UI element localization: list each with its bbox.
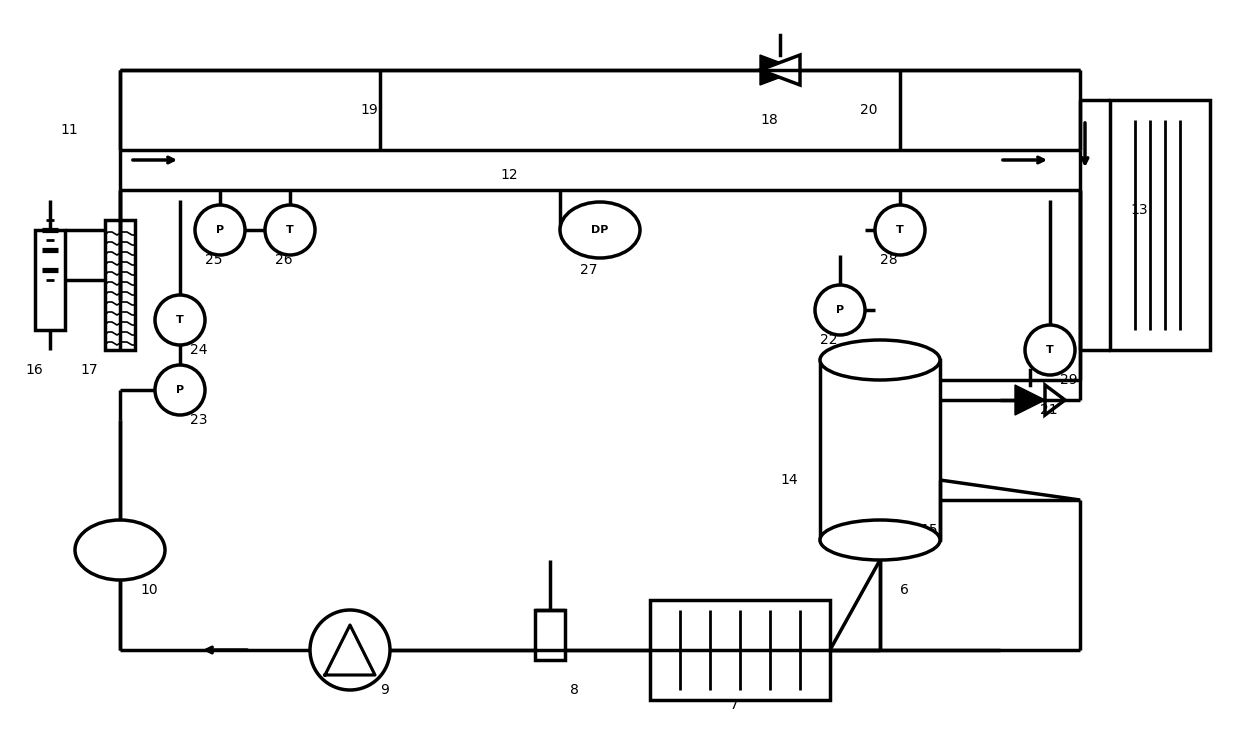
Text: 15: 15 (920, 523, 937, 537)
Polygon shape (91, 530, 150, 570)
Ellipse shape (820, 340, 940, 380)
Text: 19: 19 (360, 103, 378, 117)
Circle shape (1025, 325, 1075, 375)
Text: 13: 13 (1130, 203, 1148, 217)
Text: 27: 27 (580, 263, 598, 277)
Text: 20: 20 (861, 103, 878, 117)
Circle shape (155, 365, 205, 415)
Circle shape (875, 205, 925, 255)
Text: 17: 17 (81, 363, 98, 377)
Text: 9: 9 (379, 683, 389, 697)
Text: 7: 7 (730, 698, 739, 712)
Text: P: P (836, 305, 844, 315)
Text: 22: 22 (820, 333, 837, 347)
Text: 24: 24 (190, 343, 207, 357)
Text: T: T (286, 225, 294, 235)
Bar (534, 610, 565, 660)
Ellipse shape (74, 520, 165, 580)
Text: 18: 18 (760, 113, 777, 127)
Text: 12: 12 (500, 168, 517, 182)
Circle shape (155, 295, 205, 345)
Text: 16: 16 (25, 363, 42, 377)
Bar (1110, 100, 1210, 350)
Circle shape (310, 610, 391, 690)
Text: T: T (1047, 345, 1054, 355)
Text: 26: 26 (275, 253, 293, 267)
Ellipse shape (560, 202, 640, 258)
Text: 28: 28 (880, 253, 898, 267)
Text: 8: 8 (570, 683, 579, 697)
Circle shape (265, 205, 315, 255)
Polygon shape (91, 530, 150, 570)
Text: DP: DP (591, 225, 609, 235)
Polygon shape (1045, 385, 1065, 415)
Circle shape (195, 205, 246, 255)
Text: 21: 21 (1040, 403, 1058, 417)
Bar (105, 220, 135, 350)
Text: P: P (176, 385, 184, 395)
Text: P: P (216, 225, 224, 235)
Ellipse shape (820, 520, 940, 560)
Text: 14: 14 (780, 473, 797, 487)
Bar (35, 230, 64, 330)
Text: 11: 11 (60, 123, 78, 137)
Circle shape (815, 285, 866, 335)
Text: 23: 23 (190, 413, 207, 427)
Text: 10: 10 (140, 583, 157, 597)
Text: T: T (176, 315, 184, 325)
Text: 29: 29 (1060, 373, 1078, 387)
Polygon shape (760, 55, 800, 85)
Text: T: T (897, 225, 904, 235)
Polygon shape (760, 55, 800, 85)
Polygon shape (1016, 385, 1045, 415)
Text: 25: 25 (205, 253, 222, 267)
Text: 6: 6 (900, 583, 909, 597)
Bar (650, 600, 830, 700)
Bar (820, 360, 940, 540)
